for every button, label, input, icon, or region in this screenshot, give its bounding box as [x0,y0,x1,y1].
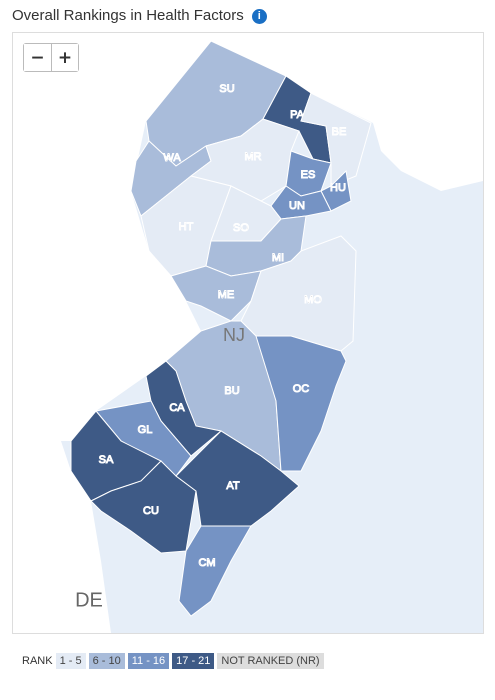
county-label: HT [179,221,194,233]
land [13,33,483,441]
title-row: Overall Rankings in Health Factors i [12,7,267,24]
counties: SU PA BE WA MR ES HU UN HT SO MI ME MO BU OC CA GL SA CU AT… [70,40,372,617]
zoom-in[interactable]: + [51,44,78,71]
county-label: CM [198,557,215,569]
legend-item: NOT RANKED (NR) [217,653,324,669]
county-label: ES [301,169,316,181]
county-label: HU [330,182,346,194]
legend-item: 1 - 5 [55,653,86,669]
county-label: SA [99,454,114,466]
county-label: OC [293,383,310,395]
county-label: MO [304,294,322,306]
legend-item: 11 - 16 [127,653,170,669]
county[interactable] [178,525,252,617]
county-label: WA [163,152,181,164]
legend-item: 6 - 10 [88,653,125,669]
legend-title: RANK [22,655,53,667]
county-label: MR [244,151,261,163]
county-label: CU [143,505,159,517]
county-label: UN [289,200,305,212]
county-label: SO [233,222,249,234]
county-label: PA [290,109,305,121]
zoom-out[interactable]: − [24,44,51,71]
county-label: CA [169,402,185,414]
county-label: BE [332,126,347,138]
county[interactable] [240,235,357,352]
delaware-land [13,401,111,633]
county[interactable] [255,335,347,472]
state-label: NJ [223,325,245,345]
county[interactable] [300,92,372,187]
county-label: ME [218,289,235,301]
map-frame: − + SU PA BE WA MR ES HU UN HT SO MI ME MO BU OC CA GL SA… [12,32,484,634]
legend-item: 17 - 21 [172,653,215,669]
county-label: SU [219,83,234,95]
county[interactable] [175,430,300,527]
neighbor-label: DE [75,589,103,611]
county-label: GL [138,424,153,436]
zoom-control: − + [23,43,79,72]
county-label: AT [226,480,240,492]
county-label: BU [224,385,239,397]
county-label: MI [272,252,284,264]
map: SU PA BE WA MR ES HU UN HT SO MI ME MO BU OC CA GL SA CU AT… [13,33,483,633]
info-icon[interactable]: i [251,9,267,24]
title: Overall Rankings in Health Factors [12,7,244,24]
